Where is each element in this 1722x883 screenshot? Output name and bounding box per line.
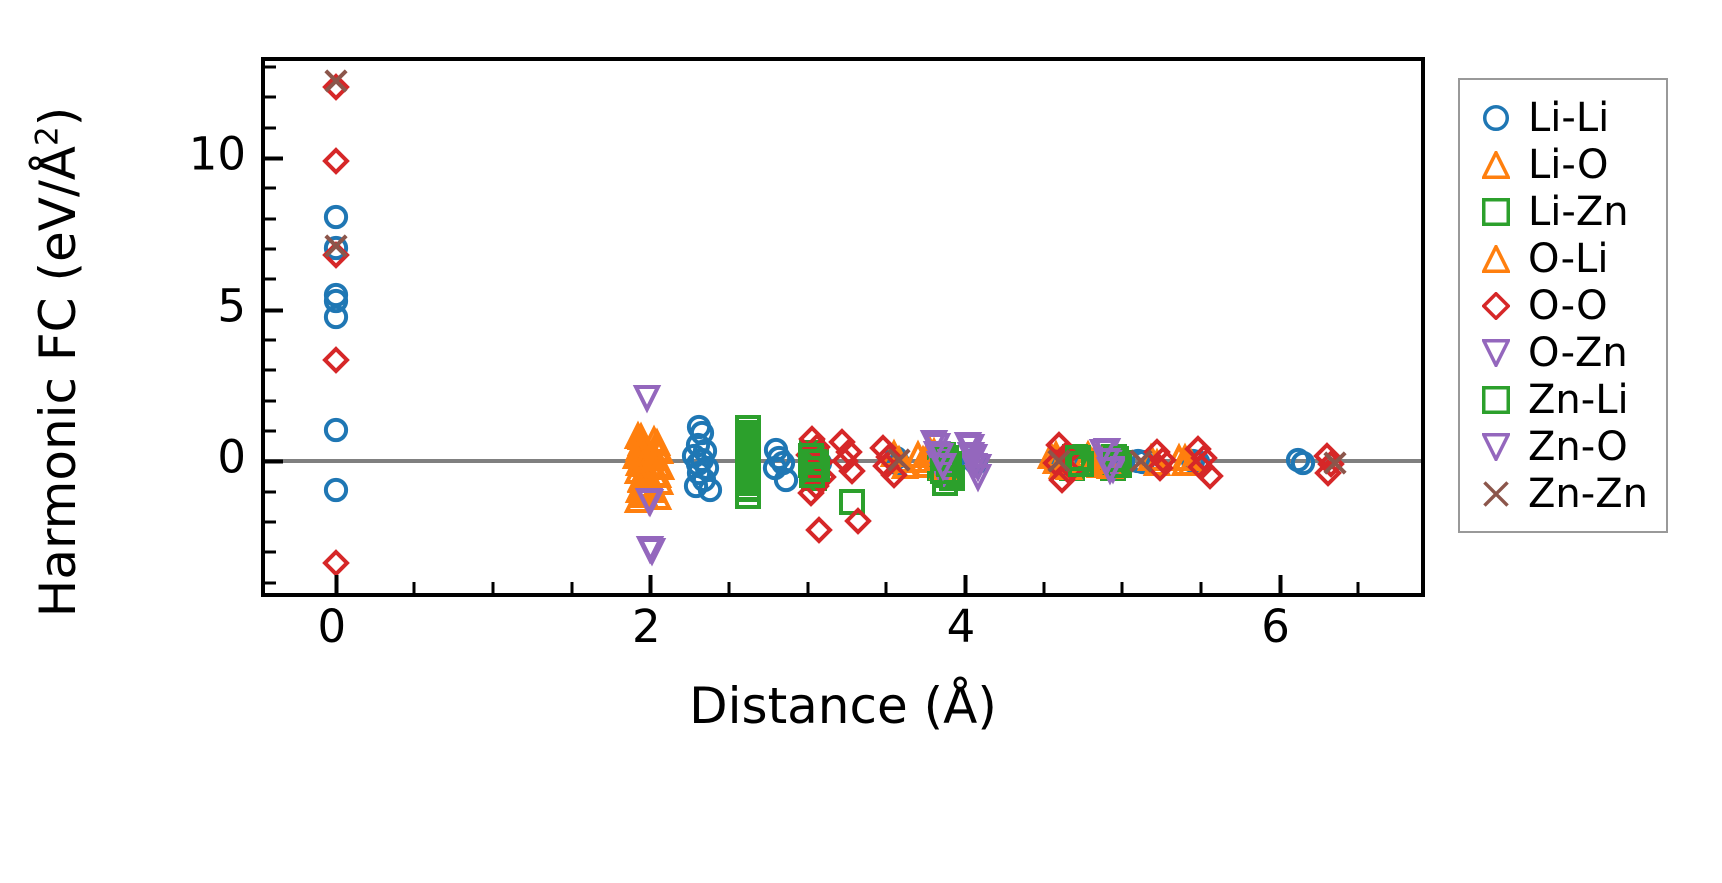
y-axis-title-main: Harmonic FC (eV/Å bbox=[29, 146, 87, 618]
x-tick-major bbox=[1278, 575, 1283, 593]
x-tick-label: 6 bbox=[1261, 600, 1290, 653]
y-tick-minor bbox=[265, 126, 276, 130]
plot-area bbox=[265, 61, 1421, 593]
data-point bbox=[323, 233, 349, 259]
legend-item-zn-li[interactable]: Zn-Li bbox=[1474, 376, 1648, 423]
legend-item-li-li[interactable]: Li-Li bbox=[1474, 94, 1648, 141]
legend-label: Li-Li bbox=[1528, 94, 1610, 141]
legend-box: Li-Li Li-O Li-Zn O-Li O-O O-Zn Zn-Li Zn-O Zn-Zn bbox=[1458, 78, 1668, 533]
legend-item-zn-o[interactable]: Zn-O bbox=[1474, 423, 1648, 470]
x-tick-minor bbox=[570, 582, 574, 593]
y-tick-minor bbox=[265, 65, 276, 69]
legend-label: O-Zn bbox=[1528, 329, 1628, 376]
data-point bbox=[1046, 448, 1072, 474]
x-tick-minor bbox=[1199, 582, 1203, 593]
y-axis-title-tail: ) bbox=[29, 106, 87, 127]
x-tick-minor bbox=[491, 582, 495, 593]
legend-label: Zn-Li bbox=[1528, 376, 1629, 423]
y-tick-minor bbox=[265, 399, 276, 403]
legend-item-o-o[interactable]: O-O bbox=[1474, 282, 1648, 329]
triangle-down-marker-icon bbox=[1474, 427, 1522, 467]
diamond-marker-icon bbox=[1474, 286, 1522, 326]
legend-item-li-zn[interactable]: Li-Zn bbox=[1474, 188, 1648, 235]
y-tick-minor bbox=[265, 95, 276, 99]
data-point bbox=[323, 68, 349, 94]
y-tick-minor bbox=[265, 277, 276, 281]
x-tick-minor bbox=[806, 582, 810, 593]
x-axis-title: Distance (Å) bbox=[689, 677, 997, 735]
x-tick-major bbox=[648, 575, 653, 593]
x-tick-minor bbox=[412, 582, 416, 593]
legend-label: O-Li bbox=[1528, 235, 1609, 282]
y-tick-major bbox=[265, 156, 283, 161]
y-tick-minor bbox=[265, 338, 276, 342]
x-marker-icon bbox=[1474, 474, 1522, 514]
circle-marker-icon bbox=[1474, 98, 1522, 138]
y-tick-minor bbox=[265, 186, 276, 190]
y-axis-title-superscript: 2 bbox=[29, 126, 66, 146]
y-tick-minor bbox=[265, 368, 276, 372]
y-tick-label: 5 bbox=[217, 279, 246, 333]
x-tick-minor bbox=[727, 582, 731, 593]
triangle-up-marker-icon bbox=[1474, 145, 1522, 185]
x-tick-minor bbox=[1120, 582, 1124, 593]
x-tick-label: 2 bbox=[632, 600, 661, 653]
y-tick-major bbox=[265, 459, 283, 464]
x-tick-label: 4 bbox=[946, 600, 976, 653]
legend-label: Li-Zn bbox=[1528, 188, 1629, 235]
y-tick-minor bbox=[265, 520, 276, 524]
data-point bbox=[1128, 448, 1154, 474]
legend-item-li-o[interactable]: Li-O bbox=[1474, 141, 1648, 188]
y-tick-major bbox=[265, 308, 283, 313]
y-tick-minor bbox=[265, 490, 276, 494]
x-tick-major bbox=[334, 575, 339, 593]
legend-label: Li-O bbox=[1528, 141, 1609, 188]
square-marker-icon bbox=[1474, 192, 1522, 232]
triangle-down-marker-icon bbox=[1474, 333, 1522, 373]
plot-frame bbox=[261, 57, 1425, 597]
x-tick-minor bbox=[1042, 582, 1046, 593]
legend-label: Zn-Zn bbox=[1528, 470, 1648, 517]
x-tick-label: 0 bbox=[317, 600, 347, 653]
triangle-up-marker-icon bbox=[1474, 239, 1522, 279]
legend-label: O-O bbox=[1528, 282, 1608, 329]
legend-label: Zn-O bbox=[1528, 423, 1628, 470]
y-tick-minor bbox=[265, 581, 276, 585]
x-tick-major bbox=[963, 575, 968, 593]
y-tick-minor bbox=[265, 550, 276, 554]
y-axis-title: Harmonic FC (eV/Å2) bbox=[28, 92, 98, 632]
legend-item-o-li[interactable]: O-Li bbox=[1474, 235, 1648, 282]
square-marker-icon bbox=[1474, 380, 1522, 420]
y-tick-minor bbox=[265, 247, 276, 251]
y-tick-minor bbox=[265, 429, 276, 433]
data-point bbox=[1322, 450, 1348, 476]
y-tick-label: 0 bbox=[217, 430, 246, 484]
series-zn-zn bbox=[265, 61, 1421, 593]
y-tick-minor bbox=[265, 217, 276, 221]
legend-item-zn-zn[interactable]: Zn-Zn bbox=[1474, 470, 1648, 517]
x-tick-minor bbox=[884, 582, 888, 593]
y-tick-label: 10 bbox=[188, 127, 246, 181]
data-point bbox=[886, 447, 912, 473]
legend-item-o-zn[interactable]: O-Zn bbox=[1474, 329, 1648, 376]
x-tick-minor bbox=[1356, 582, 1360, 593]
